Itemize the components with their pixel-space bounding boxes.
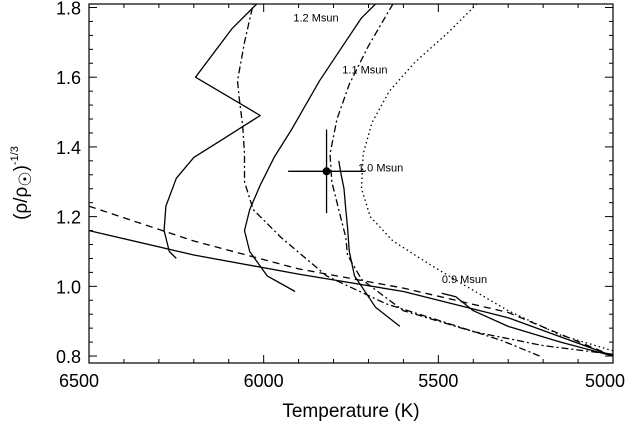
mass-label: 1.1 Msun xyxy=(342,65,387,77)
series-line-7 xyxy=(338,160,401,327)
y-tick-label: 1.8 xyxy=(56,0,81,18)
x-tick-label: 6000 xyxy=(244,371,284,391)
y-tick-label: 1.2 xyxy=(56,208,81,228)
series-line-2 xyxy=(89,205,613,357)
y-tick-label: 1.0 xyxy=(56,277,81,297)
x-axis-title: Temperature (K) xyxy=(282,401,419,422)
curves xyxy=(89,4,613,357)
x-tick-label: 6500 xyxy=(59,371,99,391)
mass-label: 1.0 Msun xyxy=(358,162,403,174)
plot-frame xyxy=(88,3,614,364)
series-line-6 xyxy=(329,4,613,355)
x-tick-label: 5000 xyxy=(585,371,625,391)
series-line-8 xyxy=(360,4,613,352)
y-axis-title: (ρ/ρ☉)-1/3 xyxy=(9,146,35,220)
curve-annotations: 1.2 Msun 1.1 Msun 1.0 Msun 0.9 Msun xyxy=(293,12,487,285)
axis-ticks xyxy=(88,4,614,363)
series-line-5 xyxy=(243,4,376,293)
axis-tick-labels: 6500 6000 5500 5000 0.8 1.0 1.2 1.4 1.6 1.8 xyxy=(56,0,625,391)
series-line-4 xyxy=(236,4,540,357)
y-tick-label: 0.8 xyxy=(56,347,81,367)
x-tick-label: 5500 xyxy=(418,371,458,391)
sun-symbol-icon: ☉ xyxy=(16,171,35,186)
y-axis-title-close: ) xyxy=(11,165,32,171)
y-axis-title-exponent: -1/3 xyxy=(9,146,21,165)
series-line-1 xyxy=(89,229,613,357)
series-line-9 xyxy=(441,292,613,357)
y-tick-label: 1.4 xyxy=(56,138,81,158)
mass-label: 0.9 Msun xyxy=(442,274,487,286)
mass-label: 1.2 Msun xyxy=(293,12,338,24)
data-point xyxy=(322,167,331,176)
y-axis-title-main: (ρ/ρ xyxy=(11,186,32,219)
y-tick-label: 1.6 xyxy=(56,68,81,88)
series-line-3 xyxy=(163,4,261,259)
error-bar xyxy=(288,129,365,214)
